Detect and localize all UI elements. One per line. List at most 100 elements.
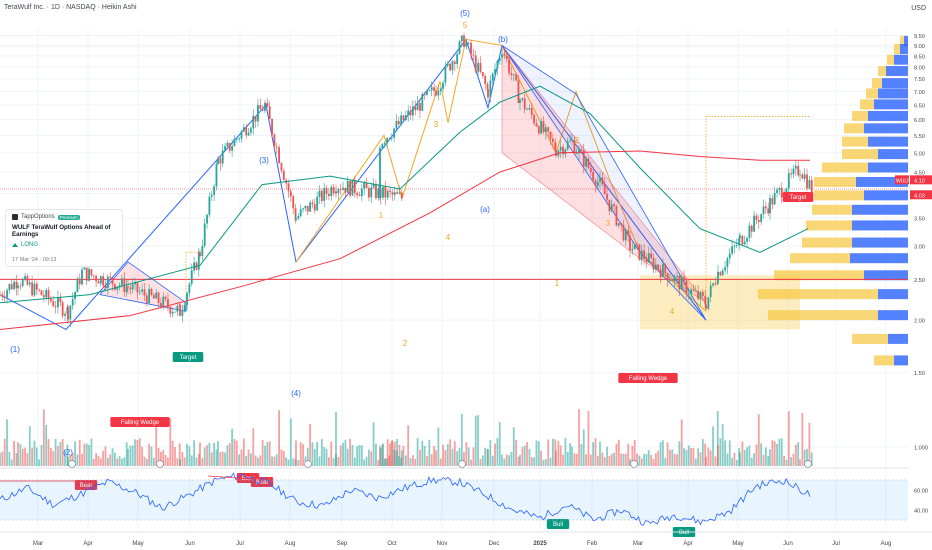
volume-bar	[390, 440, 393, 466]
candle-body	[224, 146, 226, 151]
candle-body	[186, 293, 188, 306]
candle-body	[407, 110, 410, 116]
earnings-marker-icon	[804, 460, 812, 468]
candle-body	[785, 188, 788, 195]
candle-body	[519, 99, 521, 103]
candle-body	[386, 190, 389, 198]
candle-body	[748, 225, 751, 238]
volume-bar	[264, 445, 266, 466]
candle-body	[566, 141, 569, 150]
candle-body	[318, 190, 321, 198]
candle-body	[116, 286, 119, 290]
volume-bar	[397, 456, 400, 466]
volume-bar	[26, 453, 29, 466]
last-price-bg	[910, 175, 932, 185]
candle-body	[136, 282, 139, 293]
candle-body	[71, 298, 74, 306]
candle-body	[645, 259, 648, 263]
volume-bar	[19, 444, 22, 466]
candle-body	[562, 146, 564, 155]
price-tick-label: 5.50	[914, 134, 925, 140]
volume-bar	[562, 454, 564, 466]
volume-bar	[388, 455, 391, 466]
candle-body	[647, 253, 650, 263]
candle-body	[95, 276, 97, 282]
candle-body	[778, 187, 781, 190]
axes: 9.50 9.00 8.50 8.00 7.50 7.00 6.50 6.00 5.50 5.00…	[0, 34, 932, 547]
vp-up-row	[872, 78, 882, 89]
volume-bar	[792, 453, 795, 466]
candle-body	[412, 106, 414, 116]
volume-bar	[624, 453, 627, 466]
candle-body	[564, 149, 567, 155]
volume-bar	[549, 457, 552, 466]
orange-wave-label: 3	[434, 120, 439, 129]
candle-body	[233, 138, 236, 147]
news-headline[interactable]: WULF TeraWulf Options Ahead of Earnings	[12, 224, 111, 238]
volume-bar	[311, 442, 314, 466]
candle-body	[771, 198, 774, 205]
volume-bar	[580, 444, 583, 466]
volume-bar	[59, 442, 62, 466]
volume-bar	[416, 438, 419, 466]
volume-bar	[585, 454, 587, 466]
symbol-header[interactable]: TeraWulf Inc. · 1D · NASDAQ · Heikin Ash…	[4, 4, 137, 11]
candle-body	[460, 35, 463, 42]
candle-body	[375, 184, 377, 198]
volume-bar	[57, 446, 59, 466]
candle-body	[372, 184, 375, 188]
volume-bar	[40, 445, 43, 466]
volume-bar	[179, 458, 181, 466]
candle-body	[517, 80, 520, 103]
candle-body	[547, 127, 550, 132]
volume-bar	[676, 454, 678, 466]
candle-body	[549, 131, 552, 139]
candle-body	[537, 126, 540, 134]
candle-body	[297, 216, 300, 219]
volume-bar	[664, 458, 667, 466]
candle-body	[592, 171, 595, 181]
volume-bar	[201, 458, 204, 466]
divergence-line	[207, 475, 253, 480]
volume-bar	[707, 447, 710, 466]
candle-body	[426, 90, 428, 95]
candle-body	[535, 123, 538, 127]
candle-body	[486, 83, 489, 90]
volume-bar	[148, 443, 151, 466]
candle-body	[57, 297, 59, 308]
volume-bar	[773, 441, 776, 466]
candle-body	[659, 269, 662, 278]
candle-body	[767, 208, 770, 214]
volume-bar	[71, 452, 74, 466]
volume-bar	[726, 453, 729, 466]
volume-bar	[375, 443, 377, 466]
candle-body	[289, 191, 292, 197]
candle-body	[85, 267, 88, 281]
candle-body	[456, 53, 459, 64]
candle-body	[453, 61, 456, 64]
candle-body	[228, 142, 231, 151]
candle-body	[121, 278, 123, 286]
vp-up-row	[866, 88, 878, 99]
candle-body	[226, 142, 229, 147]
news-card[interactable]: TappOptions Premium WULF TeraWulf Option…	[5, 209, 123, 267]
candle-body	[709, 285, 712, 298]
volume-bar	[102, 450, 105, 466]
candle-body	[544, 127, 547, 133]
candle-body	[114, 284, 116, 290]
candle-body	[435, 91, 437, 96]
candle-body	[687, 293, 690, 295]
candle-body	[676, 276, 678, 277]
candle-body	[83, 267, 86, 270]
rsi-signal-label-bg	[74, 480, 98, 490]
candle-body	[384, 186, 387, 198]
volume-bar	[575, 453, 578, 466]
candle-body	[370, 187, 373, 198]
time-tick-label: Feb	[587, 541, 598, 547]
volume-bar	[0, 452, 1, 466]
volume-bar	[138, 438, 141, 466]
vp-down-row	[878, 289, 908, 300]
volume-bar	[540, 450, 543, 466]
volume-bar	[571, 446, 573, 466]
